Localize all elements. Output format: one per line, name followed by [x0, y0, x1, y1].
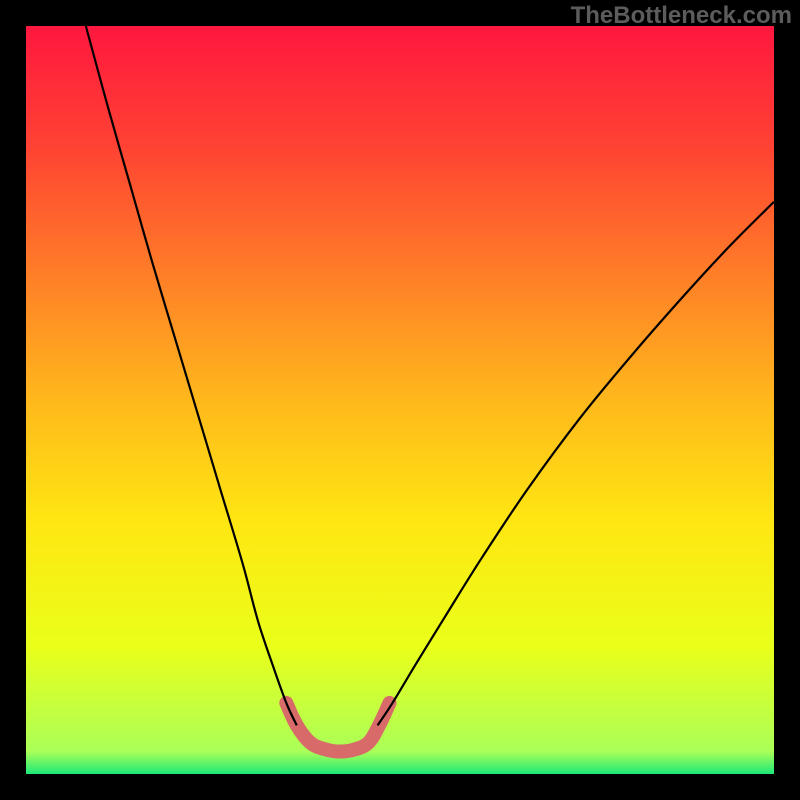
- valley-highlight-path: [286, 703, 389, 752]
- left-curve-path: [86, 26, 297, 725]
- curves-layer: [0, 0, 800, 800]
- chart-frame: TheBottleneck.com: [0, 0, 800, 800]
- right-curve-path: [378, 202, 774, 726]
